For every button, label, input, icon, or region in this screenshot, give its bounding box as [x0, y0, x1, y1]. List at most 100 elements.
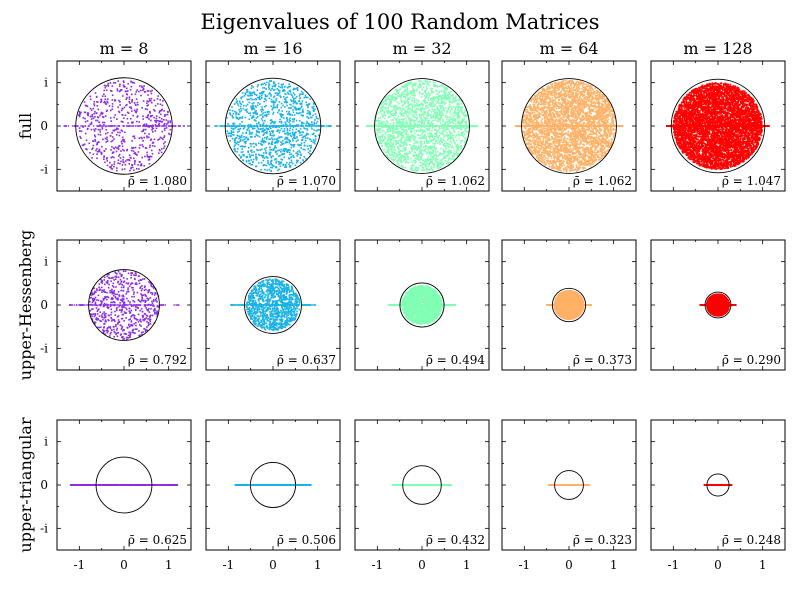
- eigenvalue-point: [400, 124, 402, 126]
- eigenvalue-point: [435, 100, 437, 102]
- eigenvalue-point: [275, 160, 278, 163]
- eigenvalue-point: [271, 140, 274, 143]
- eigenvalue-point: [403, 158, 405, 161]
- eigenvalue-point: [111, 105, 114, 108]
- eigenvalue-point: [284, 147, 286, 150]
- eigenvalue-point: [121, 136, 124, 139]
- eigenvalue-point: [425, 106, 427, 109]
- eigenvalue-point: [255, 117, 258, 119]
- eigenvalue-point: [382, 124, 385, 127]
- eigenvalue-point: [376, 134, 379, 137]
- eigenvalue-point: [378, 120, 381, 122]
- eigenvalue-point: [453, 111, 456, 114]
- eigenvalue-point: [412, 164, 415, 167]
- eigenvalue-point: [461, 139, 463, 142]
- eigenvalue-point: [436, 164, 439, 166]
- eigenvalue-point: [278, 163, 280, 166]
- eigenvalue-point: [396, 108, 398, 110]
- eigenvalue-point: [377, 137, 380, 140]
- eigenvalue-point: [90, 123, 93, 125]
- eigenvalue-point: [134, 153, 137, 156]
- eigenvalue-point: [263, 157, 266, 159]
- eigenvalue-point: [129, 156, 132, 159]
- eigenvalue-point: [272, 107, 274, 109]
- eigenvalue-point: [402, 107, 405, 110]
- eigenvalue-point: [259, 98, 262, 101]
- eigenvalue-point: [410, 93, 413, 96]
- eigenvalue-point: [306, 115, 308, 118]
- eigenvalue-point: [306, 120, 308, 123]
- eigenvalue-point: [264, 148, 266, 150]
- eigenvalue-point: [389, 129, 391, 132]
- eigenvalue-point: [149, 155, 152, 158]
- eigenvalue-point: [442, 163, 445, 165]
- eigenvalue-point: [397, 141, 400, 144]
- eigenvalue-point: [417, 105, 419, 107]
- eigenvalue-point: [399, 158, 402, 160]
- eigenvalue-point: [237, 104, 240, 107]
- eigenvalue-point: [312, 102, 315, 105]
- eigenvalue-point: [421, 112, 424, 115]
- eigenvalue-point: [434, 154, 436, 156]
- eigenvalue-point: [135, 153, 138, 156]
- eigenvalue-point: [412, 92, 414, 94]
- eigenvalue-point: [444, 144, 447, 147]
- eigenvalue-point: [77, 114, 80, 116]
- eigenvalue-point: [106, 164, 109, 167]
- eigenvalue-point: [616, 125, 619, 127]
- eigenvalue-point: [453, 119, 456, 122]
- eigenvalue-point: [125, 98, 128, 101]
- eigenvalue-point: [442, 164, 444, 167]
- eigenvalue-point: [395, 107, 397, 109]
- eigenvalue-point: [380, 103, 383, 106]
- eigenvalue-point: [237, 117, 239, 119]
- eigenvalue-point: [428, 95, 431, 98]
- eigenvalue-point: [447, 96, 449, 99]
- eigenvalue-point: [278, 136, 280, 139]
- eigenvalue-point: [445, 107, 447, 110]
- eigenvalue-point: [99, 125, 101, 127]
- eigenvalue-point: [240, 103, 243, 105]
- eigenvalue-point: [404, 84, 406, 86]
- eigenvalue-point: [248, 101, 251, 104]
- eigenvalue-point: [269, 148, 272, 151]
- eigenvalue-point: [123, 140, 125, 142]
- eigenvalue-point: [223, 125, 226, 127]
- eigenvalue-point: [131, 99, 134, 101]
- eigenvalue-point: [400, 164, 403, 167]
- eigenvalue-point: [288, 121, 290, 124]
- eigenvalue-point: [253, 151, 255, 153]
- eigenvalue-point: [159, 149, 161, 152]
- eigenvalue-point: [459, 121, 462, 123]
- eigenvalue-point: [94, 135, 97, 138]
- eigenvalue-point: [274, 106, 276, 109]
- eigenvalue-point: [382, 104, 384, 107]
- eigenvalue-point: [280, 141, 282, 143]
- eigenvalue-point: [477, 125, 479, 127]
- eigenvalue-point: [386, 120, 389, 123]
- eigenvalue-point: [410, 103, 412, 105]
- eigenvalue-point: [234, 144, 237, 146]
- eigenvalue-point: [417, 168, 419, 171]
- eigenvalue-point: [305, 96, 308, 99]
- eigenvalue-point: [276, 141, 279, 144]
- eigenvalue-point: [101, 125, 104, 127]
- eigenvalue-point: [418, 113, 421, 116]
- eigenvalue-point: [438, 109, 441, 111]
- eigenvalue-point: [255, 110, 257, 112]
- eigenvalue-point: [427, 96, 430, 99]
- eigenvalue-point: [291, 118, 294, 121]
- eigenvalue-point: [383, 117, 386, 119]
- eigenvalue-point: [442, 94, 444, 96]
- eigenvalue-point: [438, 153, 441, 156]
- eigenvalue-point: [122, 117, 125, 120]
- eigenvalue-point: [111, 156, 114, 158]
- eigenvalue-point: [232, 125, 234, 128]
- eigenvalue-point: [286, 104, 288, 107]
- eigenvalue-point: [116, 88, 119, 90]
- eigenvalue-point: [251, 115, 254, 118]
- eigenvalue-point: [407, 158, 409, 161]
- eigenvalue-point: [114, 82, 117, 84]
- eigenvalue-point: [163, 136, 165, 139]
- eigenvalue-point: [279, 118, 281, 121]
